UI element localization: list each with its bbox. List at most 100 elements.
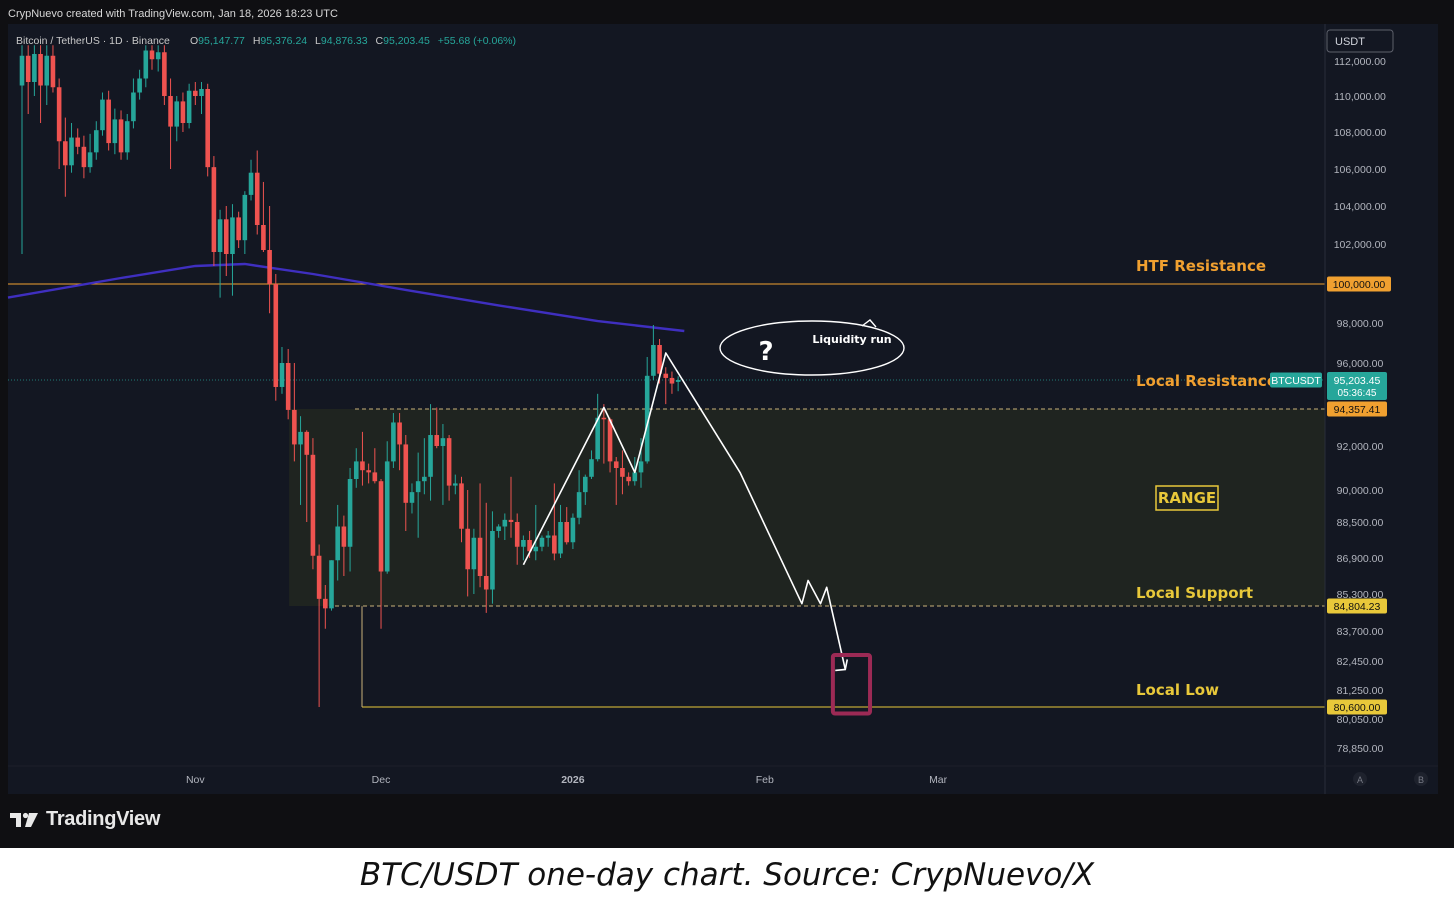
- candle[interactable]: [502, 513, 508, 540]
- candle[interactable]: [193, 82, 198, 105]
- candle[interactable]: [69, 123, 74, 173]
- candle[interactable]: [490, 511, 495, 604]
- candle[interactable]: [44, 45, 50, 105]
- candle[interactable]: [582, 474, 588, 505]
- candle[interactable]: [143, 45, 149, 88]
- candle[interactable]: [248, 159, 254, 201]
- candle[interactable]: [347, 468, 353, 572]
- candle[interactable]: [242, 191, 248, 254]
- candle[interactable]: [100, 92, 105, 136]
- candle[interactable]: [496, 524, 501, 538]
- candle[interactable]: [279, 347, 285, 394]
- candle[interactable]: [552, 483, 557, 561]
- candle[interactable]: [205, 83, 210, 177]
- candle[interactable]: [589, 450, 594, 479]
- candle[interactable]: [254, 150, 260, 235]
- candle[interactable]: [56, 78, 62, 170]
- candle[interactable]: [620, 450, 625, 495]
- candle[interactable]: [180, 92, 186, 133]
- candle[interactable]: [521, 535, 526, 561]
- scale-button-b[interactable]: [1414, 772, 1428, 786]
- candle[interactable]: [576, 470, 582, 525]
- candle[interactable]: [607, 417, 613, 473]
- candle[interactable]: [651, 325, 656, 381]
- candle[interactable]: [137, 69, 142, 100]
- candle[interactable]: [409, 483, 415, 514]
- candle[interactable]: [483, 502, 489, 613]
- candle[interactable]: [236, 211, 241, 248]
- candle[interactable]: [87, 133, 93, 173]
- candle[interactable]: [508, 476, 514, 538]
- candle[interactable]: [422, 438, 427, 495]
- candle[interactable]: [360, 431, 365, 486]
- candle[interactable]: [285, 349, 291, 420]
- candle[interactable]: [93, 121, 99, 160]
- candle[interactable]: [199, 82, 204, 114]
- candle[interactable]: [310, 438, 316, 570]
- candle[interactable]: [465, 490, 470, 597]
- candle[interactable]: [298, 416, 303, 505]
- candle[interactable]: [391, 413, 396, 468]
- candle[interactable]: [366, 463, 371, 484]
- candle[interactable]: [217, 209, 223, 298]
- candle[interactable]: [341, 515, 347, 576]
- candle[interactable]: [539, 535, 545, 552]
- candle[interactable]: [230, 204, 235, 296]
- candle[interactable]: [75, 128, 81, 155]
- candle[interactable]: [558, 504, 563, 558]
- candle[interactable]: [118, 110, 124, 160]
- candle[interactable]: [675, 376, 681, 392]
- candle[interactable]: [663, 367, 669, 405]
- candle[interactable]: [174, 96, 180, 142]
- candle[interactable]: [112, 108, 118, 155]
- candle[interactable]: [397, 413, 402, 471]
- candle[interactable]: [459, 476, 464, 543]
- candle[interactable]: [428, 404, 433, 501]
- candle[interactable]: [124, 114, 130, 160]
- candle[interactable]: [378, 479, 384, 629]
- candle[interactable]: [384, 441, 390, 574]
- candle[interactable]: [545, 531, 551, 547]
- candle[interactable]: [669, 371, 675, 394]
- candle[interactable]: [162, 45, 167, 105]
- candle[interactable]: [570, 513, 576, 549]
- candle[interactable]: [223, 206, 229, 276]
- candle[interactable]: [453, 474, 458, 495]
- candle[interactable]: [415, 452, 421, 538]
- candle[interactable]: [38, 45, 43, 123]
- candle[interactable]: [440, 424, 446, 505]
- candle[interactable]: [32, 45, 37, 96]
- candle[interactable]: [63, 117, 68, 197]
- candle[interactable]: [168, 78, 173, 170]
- candle[interactable]: [564, 507, 570, 545]
- candle[interactable]: [471, 528, 477, 594]
- candle[interactable]: [329, 560, 334, 611]
- candle[interactable]: [25, 45, 31, 114]
- candle[interactable]: [595, 393, 600, 462]
- candle[interactable]: [335, 504, 340, 581]
- candle[interactable]: [353, 448, 359, 488]
- candle[interactable]: [446, 435, 452, 501]
- candle[interactable]: [644, 357, 650, 464]
- candle[interactable]: [403, 435, 409, 531]
- candle[interactable]: [323, 585, 328, 629]
- candle[interactable]: [626, 472, 631, 486]
- candle[interactable]: [50, 45, 56, 93]
- candle[interactable]: [106, 90, 111, 151]
- candle[interactable]: [211, 156, 217, 266]
- time-scale[interactable]: Nov Dec 2026 Feb Mar A B: [8, 765, 1438, 786]
- candle[interactable]: [601, 404, 607, 464]
- candle[interactable]: [155, 45, 161, 72]
- candle[interactable]: [186, 83, 192, 129]
- candle[interactable]: [514, 513, 520, 565]
- candle[interactable]: [81, 135, 87, 179]
- price-scale[interactable]: USDT 112,000.00 110,000.00 108,000.00 106,00…: [1270, 24, 1394, 794]
- candle[interactable]: [149, 45, 155, 70]
- candle[interactable]: [267, 206, 272, 314]
- candle[interactable]: [304, 430, 310, 522]
- candle[interactable]: [533, 504, 539, 561]
- candle[interactable]: [292, 363, 297, 462]
- candles-layer[interactable]: [19, 45, 681, 707]
- candle[interactable]: [273, 274, 279, 401]
- candle[interactable]: [434, 407, 440, 449]
